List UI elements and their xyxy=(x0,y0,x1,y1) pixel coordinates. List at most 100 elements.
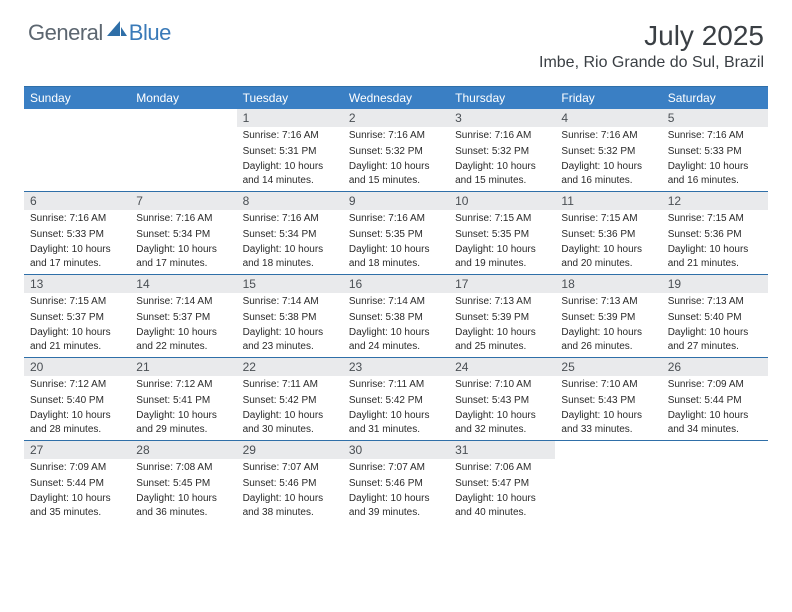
sunrise-text: Sunrise: 7:16 AM xyxy=(24,210,130,226)
daylight-text: Daylight: 10 hours and 34 minutes. xyxy=(662,407,768,436)
sunrise-text: Sunrise: 7:10 AM xyxy=(449,376,555,392)
daylight-text: Daylight: 10 hours and 18 minutes. xyxy=(237,241,343,270)
daylight-text: Daylight: 10 hours and 16 minutes. xyxy=(662,158,768,187)
day-number: 12 xyxy=(662,192,768,210)
sunrise-text: Sunrise: 7:13 AM xyxy=(555,293,661,309)
daylight-text: Daylight: 10 hours and 39 minutes. xyxy=(343,490,449,519)
calendar-day: 25Sunrise: 7:10 AMSunset: 5:43 PMDayligh… xyxy=(555,358,661,440)
sunset-text: Sunset: 5:43 PM xyxy=(555,392,661,408)
calendar-day: 27Sunrise: 7:09 AMSunset: 5:44 PMDayligh… xyxy=(24,441,130,523)
calendar-day: 23Sunrise: 7:11 AMSunset: 5:42 PMDayligh… xyxy=(343,358,449,440)
daylight-text: Daylight: 10 hours and 35 minutes. xyxy=(24,490,130,519)
daylight-text: Daylight: 10 hours and 17 minutes. xyxy=(24,241,130,270)
sunset-text: Sunset: 5:35 PM xyxy=(343,226,449,242)
day-number: 23 xyxy=(343,358,449,376)
calendar-day: 10Sunrise: 7:15 AMSunset: 5:35 PMDayligh… xyxy=(449,192,555,274)
calendar-day: 20Sunrise: 7:12 AMSunset: 5:40 PMDayligh… xyxy=(24,358,130,440)
calendar-day: 6Sunrise: 7:16 AMSunset: 5:33 PMDaylight… xyxy=(24,192,130,274)
daylight-text: Daylight: 10 hours and 27 minutes. xyxy=(662,324,768,353)
sunrise-text: Sunrise: 7:16 AM xyxy=(130,210,236,226)
calendar-day: 12Sunrise: 7:15 AMSunset: 5:36 PMDayligh… xyxy=(662,192,768,274)
daylight-text: Daylight: 10 hours and 28 minutes. xyxy=(24,407,130,436)
day-number xyxy=(24,109,130,113)
sunrise-text: Sunrise: 7:15 AM xyxy=(662,210,768,226)
calendar-day: 1Sunrise: 7:16 AMSunset: 5:31 PMDaylight… xyxy=(237,109,343,191)
sunset-text: Sunset: 5:42 PM xyxy=(237,392,343,408)
daylight-text: Daylight: 10 hours and 23 minutes. xyxy=(237,324,343,353)
weekday-header: Friday xyxy=(555,87,661,109)
day-number: 5 xyxy=(662,109,768,127)
sunset-text: Sunset: 5:35 PM xyxy=(449,226,555,242)
daylight-text: Daylight: 10 hours and 31 minutes. xyxy=(343,407,449,436)
calendar-day: 22Sunrise: 7:11 AMSunset: 5:42 PMDayligh… xyxy=(237,358,343,440)
calendar-day xyxy=(24,109,130,191)
calendar-day: 3Sunrise: 7:16 AMSunset: 5:32 PMDaylight… xyxy=(449,109,555,191)
day-number: 24 xyxy=(449,358,555,376)
sunrise-text: Sunrise: 7:09 AM xyxy=(662,376,768,392)
calendar-day: 19Sunrise: 7:13 AMSunset: 5:40 PMDayligh… xyxy=(662,275,768,357)
daylight-text: Daylight: 10 hours and 16 minutes. xyxy=(555,158,661,187)
day-number: 3 xyxy=(449,109,555,127)
sunrise-text: Sunrise: 7:14 AM xyxy=(343,293,449,309)
sunset-text: Sunset: 5:45 PM xyxy=(130,475,236,491)
calendar-week: 27Sunrise: 7:09 AMSunset: 5:44 PMDayligh… xyxy=(24,440,768,523)
page-header: General Blue July 2025 Imbe, Rio Grande … xyxy=(0,0,792,78)
daylight-text: Daylight: 10 hours and 32 minutes. xyxy=(449,407,555,436)
daylight-text: Daylight: 10 hours and 15 minutes. xyxy=(343,158,449,187)
sunrise-text: Sunrise: 7:16 AM xyxy=(662,127,768,143)
day-number: 9 xyxy=(343,192,449,210)
calendar-day: 8Sunrise: 7:16 AMSunset: 5:34 PMDaylight… xyxy=(237,192,343,274)
sunrise-text: Sunrise: 7:13 AM xyxy=(449,293,555,309)
day-number: 8 xyxy=(237,192,343,210)
sunset-text: Sunset: 5:32 PM xyxy=(449,143,555,159)
daylight-text: Daylight: 10 hours and 30 minutes. xyxy=(237,407,343,436)
day-number: 28 xyxy=(130,441,236,459)
daylight-text: Daylight: 10 hours and 38 minutes. xyxy=(237,490,343,519)
sunset-text: Sunset: 5:32 PM xyxy=(343,143,449,159)
day-number: 25 xyxy=(555,358,661,376)
weekday-header: Sunday xyxy=(24,87,130,109)
day-number: 4 xyxy=(555,109,661,127)
calendar-day xyxy=(662,441,768,523)
sunset-text: Sunset: 5:37 PM xyxy=(130,309,236,325)
sunset-text: Sunset: 5:43 PM xyxy=(449,392,555,408)
brand-logo: General Blue xyxy=(28,20,171,46)
daylight-text: Daylight: 10 hours and 29 minutes. xyxy=(130,407,236,436)
calendar-day: 16Sunrise: 7:14 AMSunset: 5:38 PMDayligh… xyxy=(343,275,449,357)
calendar-day: 26Sunrise: 7:09 AMSunset: 5:44 PMDayligh… xyxy=(662,358,768,440)
logo-text-general: General xyxy=(28,20,103,46)
sunset-text: Sunset: 5:33 PM xyxy=(24,226,130,242)
logo-sail-icon xyxy=(107,21,127,42)
sunrise-text: Sunrise: 7:06 AM xyxy=(449,459,555,475)
day-number: 18 xyxy=(555,275,661,293)
calendar-week: 6Sunrise: 7:16 AMSunset: 5:33 PMDaylight… xyxy=(24,191,768,274)
weekday-header-row: Sunday Monday Tuesday Wednesday Thursday… xyxy=(24,87,768,109)
sunrise-text: Sunrise: 7:16 AM xyxy=(237,210,343,226)
title-block: July 2025 Imbe, Rio Grande do Sul, Brazi… xyxy=(539,20,764,72)
calendar-day: 7Sunrise: 7:16 AMSunset: 5:34 PMDaylight… xyxy=(130,192,236,274)
weekday-header: Wednesday xyxy=(343,87,449,109)
day-number: 16 xyxy=(343,275,449,293)
daylight-text: Daylight: 10 hours and 25 minutes. xyxy=(449,324,555,353)
sunrise-text: Sunrise: 7:15 AM xyxy=(449,210,555,226)
daylight-text: Daylight: 10 hours and 14 minutes. xyxy=(237,158,343,187)
day-number: 10 xyxy=(449,192,555,210)
sunrise-text: Sunrise: 7:16 AM xyxy=(343,127,449,143)
sunset-text: Sunset: 5:40 PM xyxy=(24,392,130,408)
sunset-text: Sunset: 5:47 PM xyxy=(449,475,555,491)
calendar-day: 9Sunrise: 7:16 AMSunset: 5:35 PMDaylight… xyxy=(343,192,449,274)
calendar-day: 18Sunrise: 7:13 AMSunset: 5:39 PMDayligh… xyxy=(555,275,661,357)
day-number: 17 xyxy=(449,275,555,293)
sunset-text: Sunset: 5:42 PM xyxy=(343,392,449,408)
sunrise-text: Sunrise: 7:15 AM xyxy=(24,293,130,309)
day-number: 6 xyxy=(24,192,130,210)
day-number: 30 xyxy=(343,441,449,459)
calendar-week: 13Sunrise: 7:15 AMSunset: 5:37 PMDayligh… xyxy=(24,274,768,357)
sunset-text: Sunset: 5:36 PM xyxy=(662,226,768,242)
daylight-text: Daylight: 10 hours and 21 minutes. xyxy=(662,241,768,270)
sunrise-text: Sunrise: 7:07 AM xyxy=(343,459,449,475)
day-number: 14 xyxy=(130,275,236,293)
daylight-text: Daylight: 10 hours and 21 minutes. xyxy=(24,324,130,353)
sunset-text: Sunset: 5:46 PM xyxy=(237,475,343,491)
sunrise-text: Sunrise: 7:07 AM xyxy=(237,459,343,475)
